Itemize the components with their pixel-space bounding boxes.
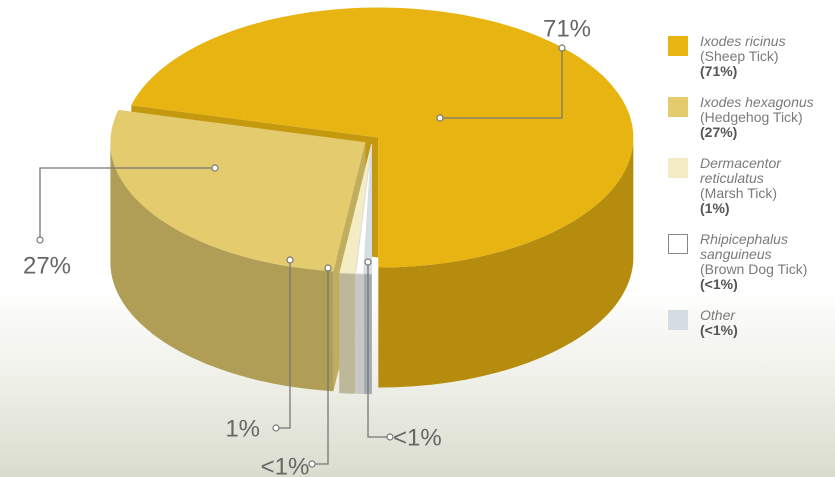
- legend-swatch: [668, 234, 688, 254]
- slice: [131, 7, 634, 268]
- leader-dot: [558, 44, 566, 52]
- legend-swatch: [668, 158, 688, 178]
- legend-common-name: (Marsh Tick): [700, 185, 777, 201]
- slice-side: [339, 273, 356, 394]
- legend-value: (<1%): [700, 322, 738, 338]
- leader-dot: [364, 258, 372, 266]
- legend-name: Rhipicephalus sanguineus: [700, 231, 788, 262]
- legend: Ixodes ricinus (Sheep Tick) (71%) Ixodes he…: [668, 34, 835, 354]
- value-label: 71%: [543, 15, 591, 42]
- legend-value: (<1%): [700, 276, 738, 292]
- leader-line: [440, 48, 563, 119]
- legend-value: (71%): [700, 63, 738, 79]
- leader-line: [276, 260, 291, 429]
- slice-side: [110, 142, 334, 392]
- value-label: <1%: [393, 424, 442, 451]
- legend-swatch: [668, 310, 688, 330]
- leader-dot: [211, 164, 219, 172]
- slice: [363, 144, 372, 275]
- leader-line: [39, 167, 215, 240]
- slice-side: [355, 273, 364, 394]
- legend-common-name: (Brown Dog Tick): [700, 261, 808, 277]
- legend-swatch: [668, 97, 688, 117]
- legend-name: Ixodes ricinus: [700, 33, 786, 49]
- legend-swatch: [668, 36, 688, 56]
- leader-line: [312, 268, 329, 465]
- legend-name: Ixodes hexagonus: [700, 94, 814, 110]
- leader-dot: [286, 256, 294, 264]
- leader-line: [367, 262, 390, 438]
- leader-dot: [308, 460, 316, 468]
- legend-name: Dermacentor reticulatus: [700, 155, 781, 186]
- legend-value: (27%): [700, 124, 738, 140]
- legend-name: Other: [700, 307, 736, 323]
- slice: [110, 110, 366, 272]
- value-label: <1%: [261, 453, 310, 477]
- legend-common-name: (Sheep Tick): [700, 48, 779, 64]
- value-label: 1%: [225, 415, 260, 442]
- leader-dot: [324, 264, 332, 272]
- legend-item: Ixodes ricinus (Sheep Tick) (71%): [668, 34, 835, 79]
- legend-item: Rhipicephalus sanguineus (Brown Dog Tick)…: [668, 232, 835, 292]
- legend-item: Ixodes hexagonus (Hedgehog Tick) (27%): [668, 95, 835, 140]
- legend-item: Dermacentor reticulatus (Marsh Tick) (1%): [668, 156, 835, 216]
- leader-dot: [272, 424, 280, 432]
- legend-value: (1%): [700, 200, 730, 216]
- leader-dot: [436, 114, 444, 122]
- leader-dot: [36, 236, 44, 244]
- leader-dot: [386, 433, 394, 441]
- legend-common-name: (Hedgehog Tick): [700, 109, 803, 125]
- slice: [339, 144, 372, 274]
- slice: [355, 144, 373, 275]
- slice-side: [378, 137, 634, 388]
- value-label: 27%: [23, 252, 71, 279]
- legend-item: Other (<1%): [668, 308, 835, 338]
